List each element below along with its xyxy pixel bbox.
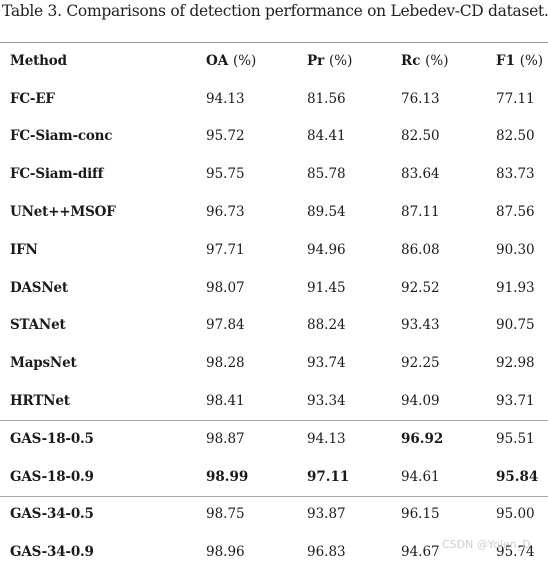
- cell-pr: 93.87: [307, 506, 346, 523]
- table-row: DASNet 98.07 91.45 92.52 91.93: [0, 269, 548, 307]
- table-header-row: Method OA (%) Pr (%) Rc (%) F1 (%): [0, 42, 548, 80]
- table-row: FC-EF 94.13 81.56 76.13 77.11: [0, 80, 548, 118]
- cell-oa: 94.13: [206, 90, 245, 107]
- cell-rc: 92.25: [401, 355, 440, 372]
- header-rc-label: Rc: [401, 52, 421, 69]
- cell-pr: 81.56: [307, 90, 346, 107]
- cell-f1: 87.56: [496, 204, 535, 221]
- table-row: GAS-18-0.5 98.87 94.13 96.92 95.51: [0, 420, 548, 458]
- group-separator: [0, 420, 548, 421]
- header-oa-label: OA: [206, 52, 229, 69]
- cell-pr: 94.96: [307, 241, 346, 258]
- cell-f1: 77.11: [496, 90, 535, 107]
- cell-f1: 90.75: [496, 317, 535, 334]
- table-top-rule: [0, 42, 548, 43]
- header-method: Method: [10, 52, 67, 69]
- cell-f1: 83.73: [496, 166, 535, 183]
- header-f1: F1 (%): [496, 53, 543, 69]
- cell-method: GAS-18-0.9: [10, 468, 94, 485]
- cell-oa: 98.28: [206, 355, 245, 372]
- cell-oa: 98.75: [206, 506, 245, 523]
- cell-pr: 91.45: [307, 279, 346, 296]
- cell-f1: 92.98: [496, 355, 535, 372]
- cell-rc: 96.15: [401, 506, 440, 523]
- cell-pr: 93.74: [307, 355, 346, 372]
- table-caption: Table 3. Comparisons of detection perfor…: [2, 2, 548, 20]
- header-pr-unit: (%): [328, 52, 353, 69]
- header-f1-label: F1: [496, 52, 515, 69]
- cell-oa: 97.84: [206, 317, 245, 334]
- cell-rc: 76.13: [401, 90, 440, 107]
- cell-rc: 94.67: [401, 544, 440, 561]
- cell-f1: 82.50: [496, 128, 535, 145]
- cell-oa: 95.75: [206, 166, 245, 183]
- cell-rc: 82.50: [401, 128, 440, 145]
- cell-oa: 95.72: [206, 128, 245, 145]
- cell-oa: 98.07: [206, 279, 245, 296]
- cell-oa: 98.99: [206, 468, 249, 485]
- cell-rc: 94.61: [401, 468, 440, 485]
- cell-oa: 96.73: [206, 204, 245, 221]
- table-row: FC-Siam-diff 95.75 85.78 83.64 83.73: [0, 155, 548, 193]
- cell-rc: 86.08: [401, 241, 440, 258]
- group-separator: [0, 496, 548, 497]
- cell-method: STANet: [10, 317, 66, 334]
- header-f1-unit: (%): [519, 52, 544, 69]
- cell-rc: 83.64: [401, 166, 440, 183]
- cell-rc: 87.11: [401, 204, 440, 221]
- cell-method: GAS-34-0.5: [10, 506, 94, 523]
- cell-f1: 91.93: [496, 279, 535, 296]
- cell-pr: 97.11: [307, 468, 350, 485]
- header-rc-unit: (%): [425, 52, 449, 69]
- table-row: FC-Siam-conc 95.72 84.41 82.50 82.50: [0, 118, 548, 156]
- header-pr: Pr (%): [307, 53, 352, 69]
- cell-rc: 96.92: [401, 430, 444, 447]
- cell-pr: 84.41: [307, 128, 346, 145]
- cell-method: GAS-18-0.5: [10, 430, 94, 447]
- cell-f1: 90.30: [496, 241, 535, 258]
- cell-pr: 94.13: [307, 430, 346, 447]
- cell-f1: 95.00: [496, 506, 535, 523]
- cell-method: IFN: [10, 241, 38, 258]
- cell-method: FC-Siam-conc: [10, 128, 113, 145]
- cell-method: FC-EF: [10, 90, 55, 107]
- cell-f1: 95.74: [496, 544, 535, 561]
- cell-method: DASNet: [10, 279, 68, 296]
- cell-rc: 93.43: [401, 317, 440, 334]
- watermark: CSDN @Yolen_D: [442, 538, 531, 551]
- cell-oa: 98.41: [206, 393, 245, 410]
- cell-method: MapsNet: [10, 355, 77, 372]
- table-row: GAS-18-0.9 98.99 97.11 94.61 95.84: [0, 458, 548, 496]
- table-row: UNet++MSOF 96.73 89.54 87.11 87.56: [0, 193, 548, 231]
- cell-pr: 93.34: [307, 393, 346, 410]
- table-row: GAS-34-0.9 98.96 96.83 94.67 95.74: [0, 533, 548, 571]
- cell-method: FC-Siam-diff: [10, 166, 104, 183]
- cell-oa: 98.87: [206, 430, 245, 447]
- cell-method: UNet++MSOF: [10, 204, 116, 221]
- table-row: IFN 97.71 94.96 86.08 90.30: [0, 231, 548, 269]
- cell-oa: 97.71: [206, 241, 245, 258]
- table-row: GAS-34-0.5 98.75 93.87 96.15 95.00: [0, 496, 548, 534]
- cell-pr: 88.24: [307, 317, 346, 334]
- header-rc: Rc (%): [401, 53, 449, 69]
- cell-rc: 92.52: [401, 279, 440, 296]
- cell-f1: 93.71: [496, 393, 535, 410]
- table-row: HRTNet 98.41 93.34 94.09 93.71: [0, 382, 548, 420]
- cell-method: GAS-34-0.9: [10, 544, 94, 561]
- cell-f1: 95.51: [496, 430, 535, 447]
- table-row: MapsNet 98.28 93.74 92.25 92.98: [0, 344, 548, 382]
- cell-pr: 89.54: [307, 204, 346, 221]
- cell-pr: 85.78: [307, 166, 346, 183]
- header-oa-unit: (%): [232, 52, 257, 69]
- cell-pr: 96.83: [307, 544, 346, 561]
- table-row: STANet 97.84 88.24 93.43 90.75: [0, 307, 548, 345]
- cell-rc: 94.09: [401, 393, 440, 410]
- cell-oa: 98.96: [206, 544, 245, 561]
- header-oa: OA (%): [206, 53, 256, 69]
- cell-method: HRTNet: [10, 393, 70, 410]
- header-pr-label: Pr: [307, 52, 325, 69]
- cell-f1: 95.84: [496, 468, 539, 485]
